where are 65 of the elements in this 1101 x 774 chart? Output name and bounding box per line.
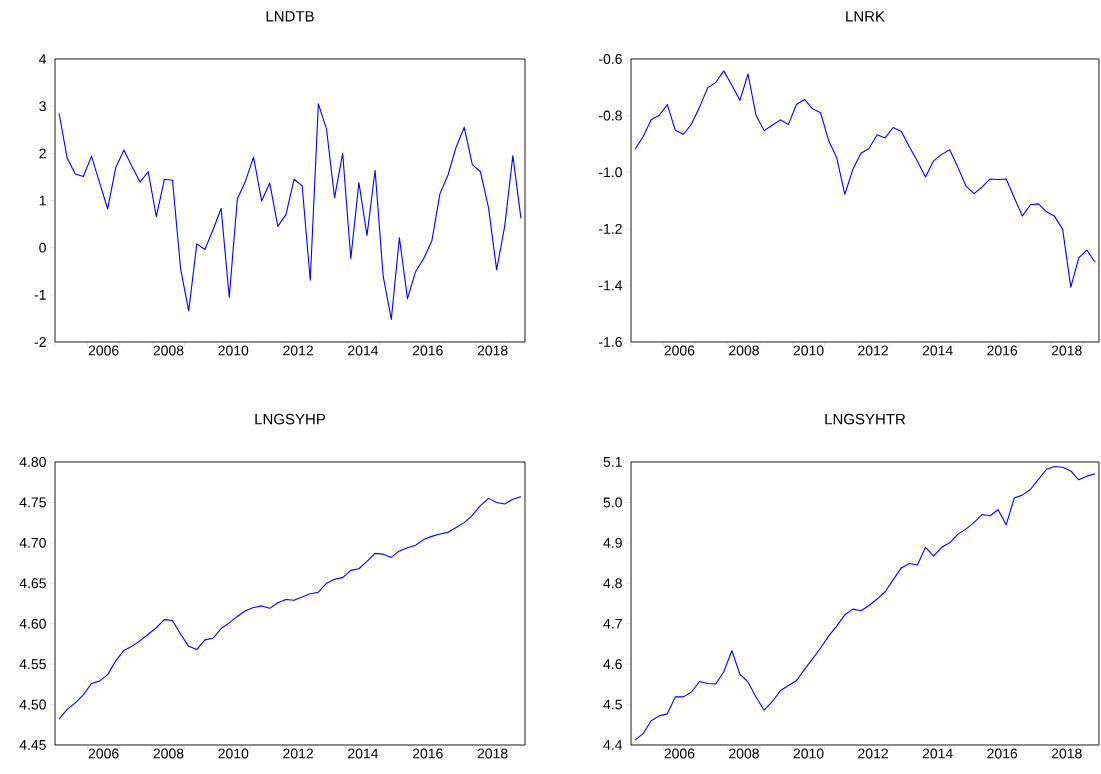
x-tick-label: 2016 — [987, 345, 1018, 356]
x-tick-label: 2012 — [858, 748, 888, 759]
line-series — [634, 465, 1096, 741]
x-tick-label: 2016 — [987, 748, 1018, 759]
y-tick-label: 4.45 — [19, 740, 46, 750]
x-tick-label: 2008 — [153, 748, 184, 759]
x-tick-label: 2006 — [88, 345, 119, 356]
x-tick-label: 2006 — [88, 748, 119, 759]
x-tick-label: 2014 — [922, 748, 953, 759]
y-tick-label: 4.80 — [19, 457, 46, 467]
y-tick-label: 0 — [39, 242, 46, 253]
y-tick-label: 4.6 — [603, 659, 622, 670]
chart-title: LNGSYHP — [255, 413, 326, 425]
x-tick-label: 2010 — [218, 748, 249, 759]
y-tick-label: 4.70 — [19, 537, 46, 548]
y-tick-label: 4.8 — [603, 578, 622, 589]
y-tick-label: 4.9 — [603, 537, 622, 548]
y-tick-label: 3 — [39, 101, 46, 112]
y-tick-label: 4 — [39, 54, 47, 64]
x-tick-label: 2012 — [283, 345, 313, 356]
y-tick-label: 4.75 — [19, 497, 46, 508]
y-tick-label: -0.6 — [598, 54, 622, 64]
y-tick-label: 2 — [39, 148, 46, 159]
chart-title: LNDTB — [266, 11, 314, 22]
line-series — [58, 103, 522, 320]
x-tick-label: 2010 — [218, 345, 249, 356]
x-tick-label: 2008 — [153, 345, 184, 356]
y-tick-label: -1.6 — [598, 337, 622, 347]
x-tick-label: 2018 — [477, 748, 508, 759]
x-tick-label: 2006 — [664, 345, 695, 356]
y-tick-label: 4.60 — [19, 618, 46, 629]
x-tick-label: 2008 — [729, 748, 759, 759]
y-tick-label: -1.4 — [598, 280, 623, 291]
x-tick-label: 2016 — [412, 748, 443, 759]
y-tick-label: -1 — [34, 290, 46, 300]
x-tick-label: 2018 — [1051, 748, 1082, 759]
x-tick-label: 2010 — [793, 748, 824, 759]
x-tick-label: 2014 — [348, 748, 379, 759]
y-tick-label: -2 — [34, 337, 46, 347]
chart-title: LNGSYHTR — [825, 413, 906, 425]
chart-title: LNRK — [846, 11, 885, 22]
y-tick-label: 5.0 — [603, 497, 622, 508]
x-tick-label: 2014 — [922, 345, 953, 356]
y-tick-label: -1.0 — [598, 167, 622, 178]
x-tick-label: 2014 — [348, 345, 379, 356]
x-tick-label: 2018 — [477, 345, 508, 356]
line-series — [634, 70, 1096, 288]
y-tick-label: 4.5 — [603, 699, 622, 710]
y-tick-label: -0.8 — [598, 110, 622, 121]
y-tick-label: -1.2 — [598, 223, 622, 234]
x-tick-label: 2016 — [412, 345, 443, 356]
y-tick-label: 1 — [39, 195, 46, 206]
y-tick-label: 4.50 — [19, 699, 46, 710]
x-tick-label: 2006 — [664, 748, 695, 759]
x-tick-label: 2010 — [793, 345, 824, 356]
line-series — [58, 496, 522, 720]
y-tick-label: 4.4 — [603, 740, 623, 750]
x-tick-label: 2018 — [1051, 345, 1082, 356]
x-tick-label: 2012 — [283, 748, 313, 759]
x-tick-label: 2008 — [729, 345, 759, 356]
y-tick-label: 4.65 — [19, 578, 46, 589]
y-tick-label: 4.55 — [19, 659, 46, 670]
y-tick-label: 4.7 — [603, 618, 622, 629]
x-tick-label: 2012 — [858, 345, 888, 356]
y-tick-label: 5.1 — [603, 457, 622, 467]
